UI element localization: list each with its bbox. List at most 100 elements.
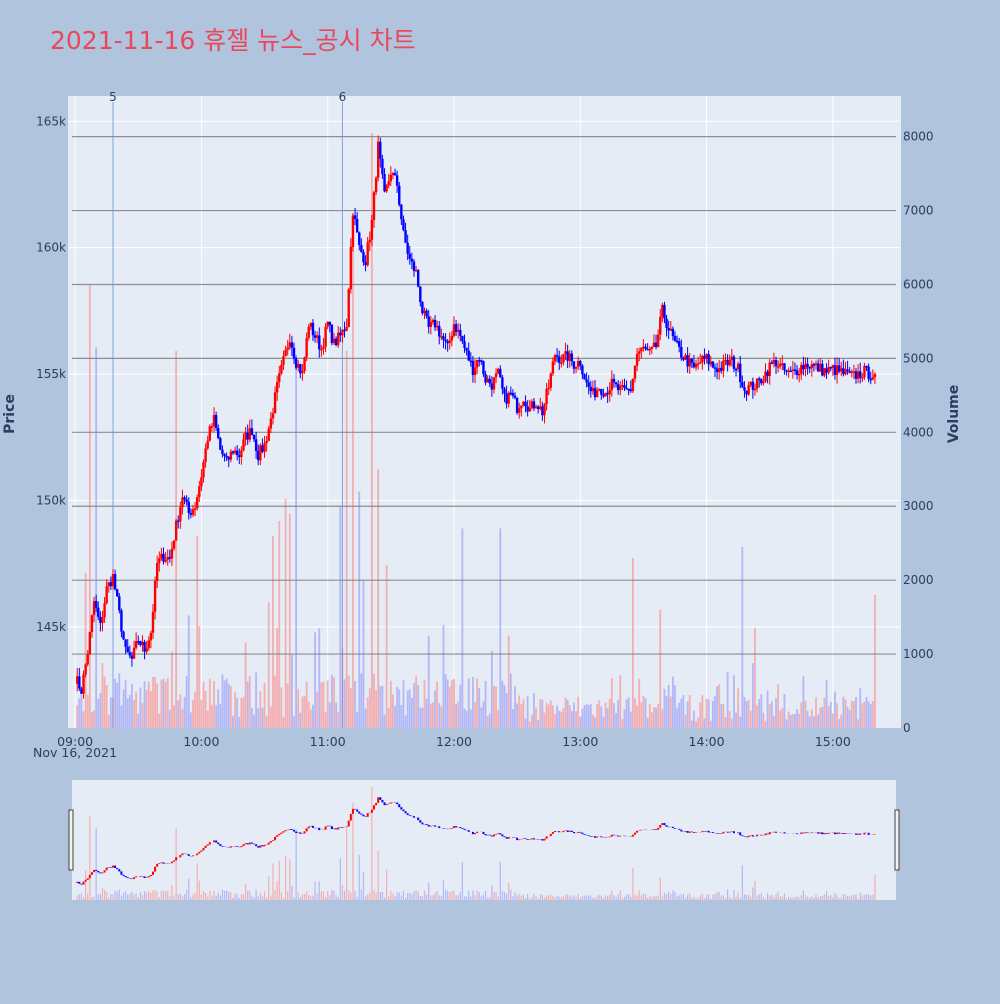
rangeslider-volume-bar: [529, 898, 531, 900]
rangeslider-volume-bar: [183, 894, 186, 900]
up-candle: [560, 362, 563, 364]
down-volume-bar: [219, 703, 222, 728]
rangeslider-volume-bar: [293, 897, 295, 900]
down-candle: [339, 332, 342, 336]
down-volume-bar: [97, 698, 100, 728]
up-candle: [494, 373, 498, 378]
rangeslider-volume-bar: [541, 894, 543, 900]
down-volume-bar: [408, 689, 411, 728]
up-volume-bar: [874, 594, 876, 728]
rangeslider-volume-bar: [306, 891, 308, 900]
down-volume-bar: [465, 710, 468, 728]
rangeslider-volume-bar: [339, 857, 341, 900]
down-volume-bar: [223, 680, 226, 728]
down-volume-bar: [396, 686, 399, 728]
down-candle: [686, 355, 689, 367]
up-candle: [730, 356, 734, 360]
rangeslider-volume-bar: [745, 894, 748, 900]
rangeslider-volume-bar: [545, 895, 548, 900]
rangeslider-volume-bar: [324, 897, 327, 900]
rangeslider-volume-bar: [436, 891, 438, 900]
up-candle: [604, 392, 607, 397]
down-volume-bar: [758, 699, 761, 728]
x-axis-date-label: Nov 16, 2021: [33, 745, 117, 760]
rangeslider-volume-bar: [438, 895, 440, 900]
rangeslider-volume-bar: [788, 896, 790, 900]
down-candle: [463, 341, 466, 348]
up-volume-bar: [303, 695, 306, 728]
up-volume-bar: [229, 686, 232, 728]
down-volume-bar: [128, 694, 131, 728]
up-volume-bar: [196, 535, 199, 728]
down-candle: [94, 601, 98, 608]
down-candle: [829, 367, 832, 369]
down-candle: [581, 365, 584, 375]
up-candle: [347, 289, 350, 328]
rangeslider-volume-bar: [160, 890, 163, 900]
rangeslider-background[interactable]: [72, 780, 896, 900]
rangeslider-volume-bar: [604, 895, 607, 900]
up-candle: [284, 349, 287, 357]
up-volume-bar: [280, 687, 283, 728]
rangeslider-right-handle[interactable]: [894, 809, 900, 871]
rangeslider-volume-bar: [777, 891, 779, 900]
down-volume-bar: [398, 689, 401, 728]
down-volume-bar: [461, 528, 464, 728]
rangeslider-volume-bar: [834, 893, 836, 900]
rangeslider-volume-bar: [244, 883, 247, 900]
down-candle: [221, 449, 224, 455]
rangeslider-volume-bar: [141, 895, 144, 900]
down-candle: [821, 363, 824, 376]
up-volume-bar: [105, 684, 108, 728]
down-volume-bar: [421, 707, 424, 728]
up-volume-bar: [373, 673, 375, 728]
down-candle: [854, 371, 858, 379]
rangeslider-left-handle[interactable]: [68, 809, 74, 871]
rangeslider-volume-bar: [842, 894, 844, 900]
down-volume-bar: [314, 632, 316, 728]
down-volume-bar: [221, 674, 224, 728]
rangeslider-volume-bar: [830, 895, 832, 900]
up-candle: [195, 497, 199, 509]
up-volume-bar: [631, 557, 634, 728]
up-candle: [351, 215, 355, 247]
up-volume-bar: [333, 677, 335, 728]
rangeslider-volume-bar: [708, 894, 710, 900]
up-volume-bar: [147, 681, 150, 728]
up-volume-bar: [756, 705, 758, 728]
rangeslider-volume-bar: [371, 787, 373, 900]
rangeslider-volume-bar: [192, 894, 194, 900]
rangeslider-volume-bar: [594, 897, 596, 900]
down-volume-bar: [118, 673, 121, 728]
rangeslider-volume-bar: [653, 896, 655, 900]
down-candle: [231, 451, 235, 454]
rangeslider-volume-bar: [865, 894, 868, 900]
down-volume-bar: [783, 694, 786, 728]
down-volume-bar: [95, 347, 98, 728]
up-candle: [456, 329, 460, 332]
up-volume-bar: [385, 565, 388, 728]
down-volume-bar: [261, 707, 264, 728]
down-candle: [770, 362, 774, 365]
down-volume-bar: [358, 491, 361, 728]
rangeslider-volume-bar: [579, 897, 581, 900]
up-candle: [208, 426, 212, 441]
rangeslider-volume-bar: [817, 897, 819, 900]
up-candle: [564, 351, 567, 355]
down-candle: [299, 364, 302, 374]
up-volume-bar: [204, 690, 207, 728]
up-candle: [202, 462, 205, 478]
down-candle: [433, 319, 437, 328]
rangeslider-volume-bar: [647, 898, 649, 900]
rangeslider-volume-bar: [790, 897, 792, 900]
up-volume-bar: [722, 703, 725, 728]
rangeslider-volume-bar: [171, 885, 173, 900]
up-candle: [595, 390, 599, 398]
down-volume-bar: [602, 716, 605, 728]
down-volume-bar: [299, 712, 302, 728]
rangeslider-volume-bar: [228, 891, 230, 900]
down-volume-bar: [114, 678, 116, 728]
rangeslider-volume-bar: [581, 896, 583, 900]
up-volume-bar: [198, 626, 201, 728]
